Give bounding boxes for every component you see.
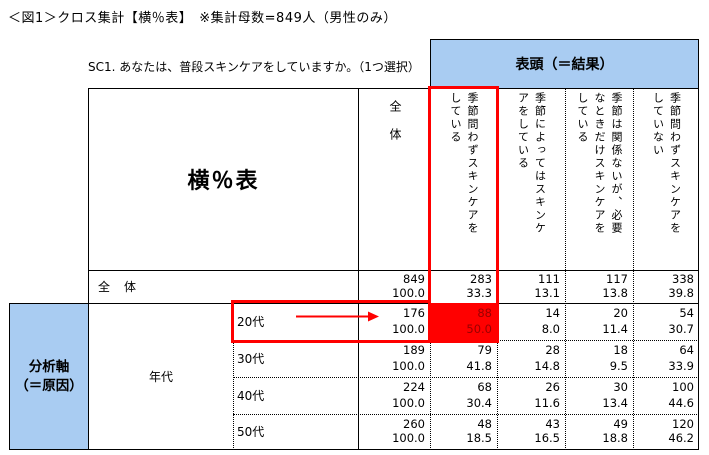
value-cell: 43 16.5 [534,416,560,446]
value-cell: 14 8.0 [541,306,560,336]
value-cell: 176 100.0 [392,306,425,336]
row-label-total: 全 体 [98,280,138,294]
analysis-axis-line2: （＝原因） [15,377,83,394]
column-header-2: 季節によってはスキンケ アをしている [498,90,565,269]
figure-title: ＜図1＞クロス集計【横％表】 ※集計母数=849人（男性のみ） [8,11,397,26]
value-cell: 79 41.8 [466,343,492,373]
value-cell: 338 39.8 [668,272,694,300]
row-group-label: 年代 [148,370,173,384]
value-cell: 111 13.1 [534,272,560,300]
divider [633,88,634,450]
value-cell: 120 46.2 [668,416,694,446]
value-cell: 224 100.0 [392,380,425,410]
column-header-1: 季節問わずスキンケアを している [431,90,497,269]
corner-label: 横％表 [187,169,260,194]
divider [88,270,699,271]
divider [233,414,699,415]
row-label-40s: 40代 [237,389,265,403]
column-header-total: 全体 [359,90,430,269]
survey-question: SC1. あなたは、普段スキンケアをしていますか。（1つ選択） [88,60,420,74]
column-header-text: 季節によってはスキンケ アをしている [516,92,547,235]
column-header-text: 季節問わずスキンケアを していない [651,92,682,235]
row-label-50s: 50代 [237,425,265,439]
divider [88,303,699,304]
analysis-axis-label: 分析軸 （＝原因） [9,303,89,450]
value-cell: 260 100.0 [392,416,425,446]
column-header-4: 季節問わずスキンケアを していない [634,90,699,269]
value-cell: 54 30.7 [668,306,694,336]
column-header-text: 全体 [388,100,402,156]
value-cell: 20 11.4 [602,306,628,336]
value-cell: 26 11.6 [534,380,560,410]
divider [565,88,566,450]
value-cell: 849 100.0 [392,272,425,300]
value-cell: 68 30.4 [466,380,492,410]
divider [233,303,234,450]
row-label-30s: 30代 [237,352,265,366]
value-cell: 30 13.4 [602,380,628,410]
value-cell: 28 14.8 [534,343,560,373]
column-header-text: 季節問わずスキンケアを している [449,92,479,235]
divider [358,88,359,450]
table-frame [88,88,699,450]
value-cell: 48 18.5 [466,416,492,446]
value-cell: 18 9.5 [609,343,628,373]
value-cell: 189 100.0 [392,343,425,373]
column-header-3: 季節は関係ないが、必要 なときだけスキンケアを している [566,90,633,269]
highlighted-cell: 88 50.0 [431,303,497,340]
value-cell: 117 13.8 [602,272,628,300]
value-cell: 64 33.9 [668,343,694,373]
value-cell: 100 44.6 [668,380,694,410]
column-header-text: 季節は関係ないが、必要 なときだけスキンケアを している [576,92,623,235]
row-label-20s: 20代 [237,315,265,329]
result-header-banner: 表頭（＝結果） [430,39,699,89]
value-cell: 49 18.8 [602,416,628,446]
analysis-axis-line1: 分析軸 [28,358,70,375]
value-cell: 283 33.3 [466,272,492,300]
divider [233,377,699,378]
